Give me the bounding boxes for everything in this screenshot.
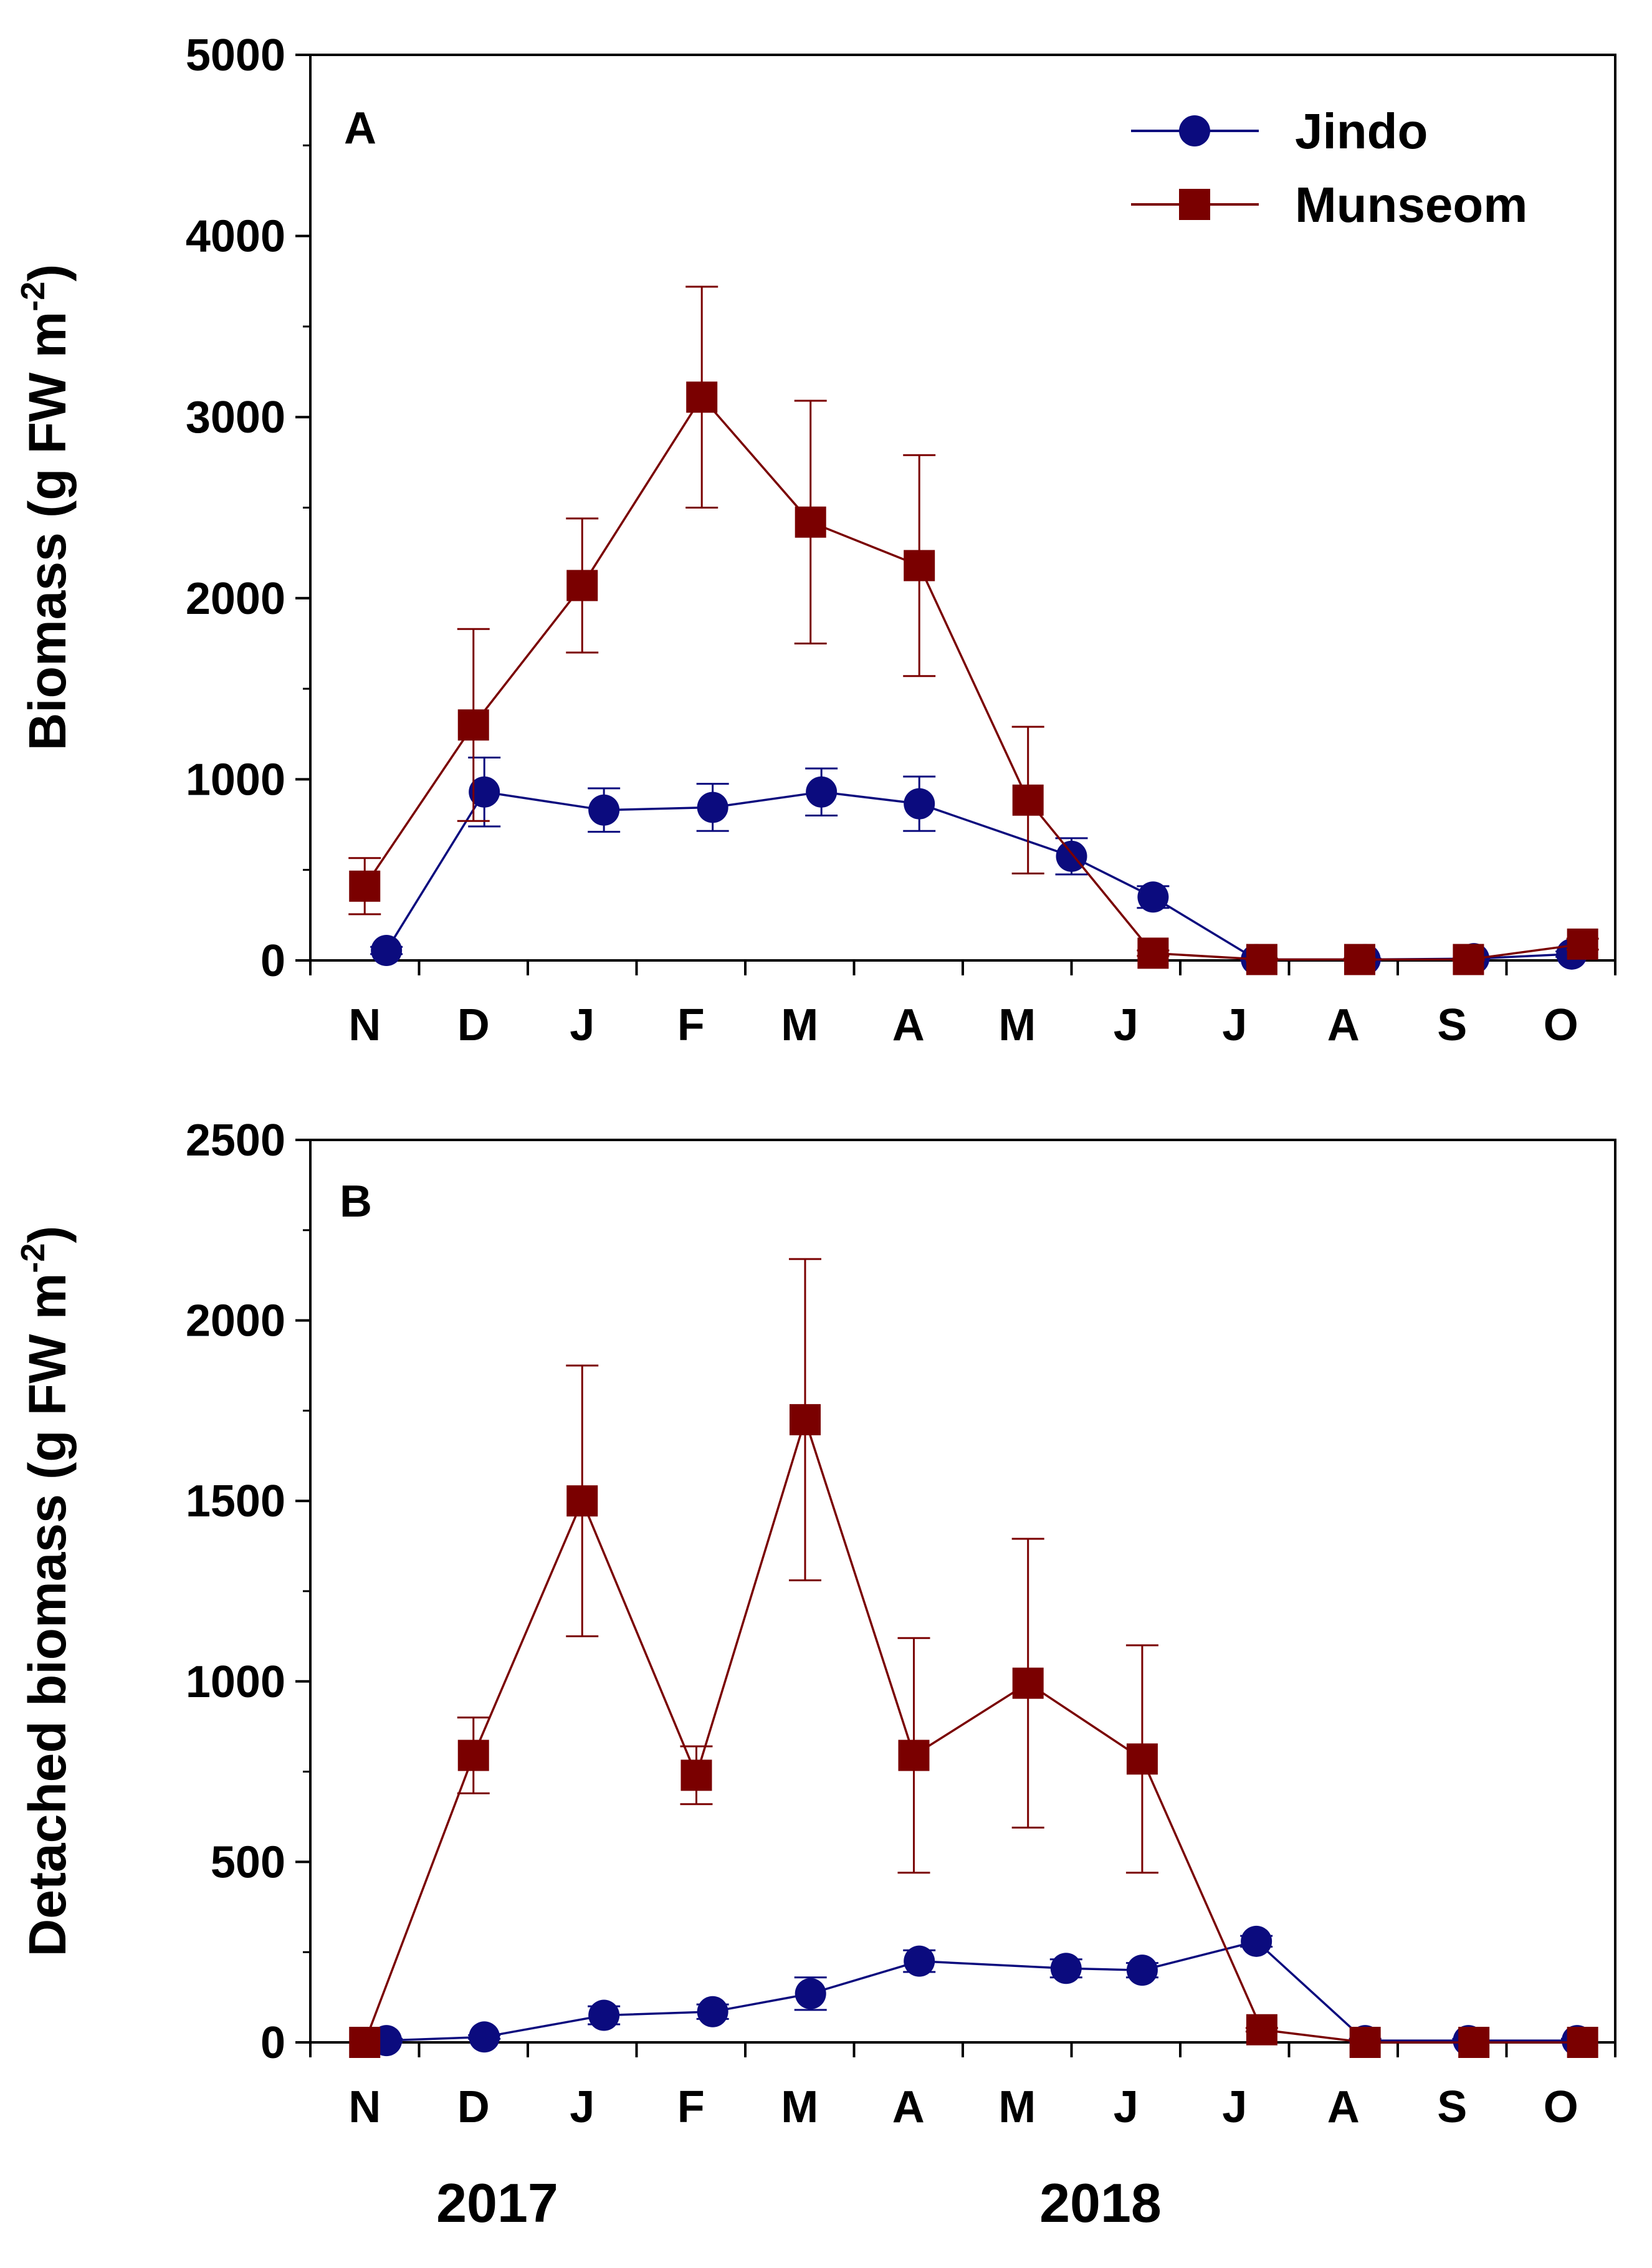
legend-item-munseom: Munseom	[1131, 177, 1527, 232]
panel-b-x-tick-label: D	[457, 2082, 490, 2132]
panel-a-y-tick-label: 2000	[186, 574, 285, 624]
panel-b-munseom-point	[1349, 2027, 1381, 2058]
legend-munseom-label: Munseom	[1295, 177, 1527, 232]
panel-b-x-tick-label: J	[1114, 2082, 1139, 2132]
panel-b-x-tick-label: S	[1437, 2082, 1467, 2132]
panel-b-x-tick-label: M	[781, 2082, 818, 2132]
panel-b-munseom-line	[363, 1416, 1583, 2044]
panel-b-y-tick-label: 500	[211, 1837, 285, 1887]
panel-b-jindo-point	[795, 1978, 826, 2009]
panel-a-munseom-point	[457, 709, 489, 741]
panel-a-jindo-point	[697, 792, 728, 823]
panel-b-x-tick-label: A	[892, 2082, 925, 2132]
panel-b-munseom-point	[566, 1485, 598, 1517]
panel-b-jindo-point	[904, 1945, 935, 1977]
panel-a-x-tick-label: A	[892, 1000, 925, 1050]
panel-b-x-tick-label: J	[570, 2082, 594, 2132]
legend-item-jindo: Jindo	[1131, 103, 1428, 159]
panel-b: 0 500 1000 1500 2000 2500 N D J F M A M J J A S O B Detac…	[14, 1116, 1616, 2132]
panel-a-y-tick-label: 0	[260, 936, 285, 986]
panel-a-munseom-point	[1012, 784, 1044, 816]
panel-b-x-tick-label: N	[348, 2082, 381, 2132]
panel-b-munseom-point	[680, 1759, 712, 1791]
panel-b-jindo-point	[1050, 1953, 1082, 1984]
panel-b-munseom-point	[1567, 2027, 1598, 2058]
panel-b-munseom-point	[457, 1739, 489, 1771]
panel-a-munseom-point	[1137, 937, 1169, 969]
panel-a-munseom-point	[1453, 944, 1484, 975]
panel-b-y-tick-label: 1500	[186, 1476, 285, 1526]
panel-b-munseom-point	[1246, 2014, 1277, 2046]
panel-b-y-tick-label: 2000	[186, 1296, 285, 1346]
panel-b-munseom-point	[789, 1404, 821, 1435]
panel-b-y-axis-title: Detached biomass (g FW m-2)	[14, 1226, 77, 1957]
panel-a-y-axis-title: Biomass (g FW m-2)	[14, 264, 77, 751]
panel-a-x-tick-label: S	[1437, 1000, 1467, 1050]
panel-a-x-tick-label: O	[1544, 1000, 1578, 1050]
panel-b-x-tick-label: M	[998, 2082, 1036, 2132]
panel-a-x-tick-label: M	[781, 1000, 818, 1050]
panel-b-y-tick-label: 1000	[186, 1657, 285, 1707]
panel-a-jindo-line	[385, 790, 1572, 961]
panel-a-munseom-point	[349, 870, 381, 902]
panel-a-y-tick-label: 1000	[186, 755, 285, 805]
panel-b-munseom-point	[898, 1739, 930, 1771]
panel-a-munseom-point	[686, 381, 718, 413]
panel-a-munseom-point	[1344, 944, 1375, 975]
panel-a-munseom-point	[1567, 928, 1598, 960]
panel-a: 0 1000 2000 3000 4000 5000 N D J F M A M J J A S O A Biom…	[14, 31, 1616, 1050]
panel-a-munseom-point	[795, 506, 826, 538]
panel-a-x-tick-label: N	[348, 1000, 381, 1050]
panel-b-label: B	[340, 1177, 372, 1227]
panel-a-munseom-point	[1246, 944, 1277, 975]
panel-b-munseom-point	[1012, 1667, 1044, 1699]
panel-a-munseom-line	[363, 395, 1583, 961]
panel-b-munseom-point	[349, 2027, 381, 2058]
panel-b-x-tick-label: F	[677, 2082, 705, 2132]
legend-jindo-marker	[1179, 115, 1210, 146]
panel-a-x-tick-label: J	[1222, 1000, 1247, 1050]
panel-a-jindo-point	[904, 788, 935, 820]
panel-b-x-tick-label: A	[1327, 2082, 1360, 2132]
panel-b-jindo-point	[469, 2021, 500, 2053]
legend-jindo-label: Jindo	[1295, 103, 1428, 159]
panel-a-y-tick-label: 4000	[186, 212, 285, 262]
panel-b-munseom-point	[1126, 1743, 1158, 1775]
panel-a-jindo-point	[806, 776, 838, 808]
panel-a-y-tick-label: 5000	[186, 31, 285, 80]
panel-a-jindo-point	[469, 776, 500, 808]
panel-a-x-tick-label: D	[457, 1000, 490, 1050]
legend-munseom-marker	[1179, 189, 1210, 220]
legend: Jindo Munseom	[1131, 103, 1527, 232]
panel-a-x-tick-label: M	[998, 1000, 1036, 1050]
panel-b-x-tick-label: J	[1222, 2082, 1247, 2132]
panel-a-x-tick-label: J	[570, 1000, 594, 1050]
panel-b-y-tick-label: 2500	[186, 1116, 285, 1165]
panel-a-munseom-point	[904, 550, 935, 581]
panel-b-munseom-point	[1458, 2027, 1490, 2058]
panel-a-jindo-point	[371, 935, 403, 967]
panel-a-label: A	[344, 103, 376, 153]
panel-b-x-tick-label: O	[1544, 2082, 1578, 2132]
panel-b-jindo-line	[386, 1940, 1577, 2042]
panel-b-jindo-point	[1126, 1955, 1158, 1986]
panel-b-frame	[309, 1139, 1616, 2044]
panel-a-y-tick-label: 3000	[186, 393, 285, 443]
panel-a-x-tick-label: A	[1327, 1000, 1360, 1050]
panel-a-x-tick-label: J	[1114, 1000, 1139, 1050]
panel-a-jindo-point	[588, 794, 620, 826]
panel-b-jindo-point	[1241, 1925, 1272, 1957]
panel-a-x-tick-label: F	[677, 1000, 705, 1050]
panel-b-y-tick-label: 0	[260, 2018, 285, 2068]
year-label-2017: 2017	[436, 2172, 558, 2234]
panel-a-jindo-point	[1137, 881, 1169, 913]
year-label-2018: 2018	[1039, 2172, 1162, 2234]
panel-a-munseom-point	[566, 570, 598, 601]
panel-b-jindo-point	[697, 1996, 728, 2027]
panel-b-jindo-point	[588, 1999, 620, 2031]
